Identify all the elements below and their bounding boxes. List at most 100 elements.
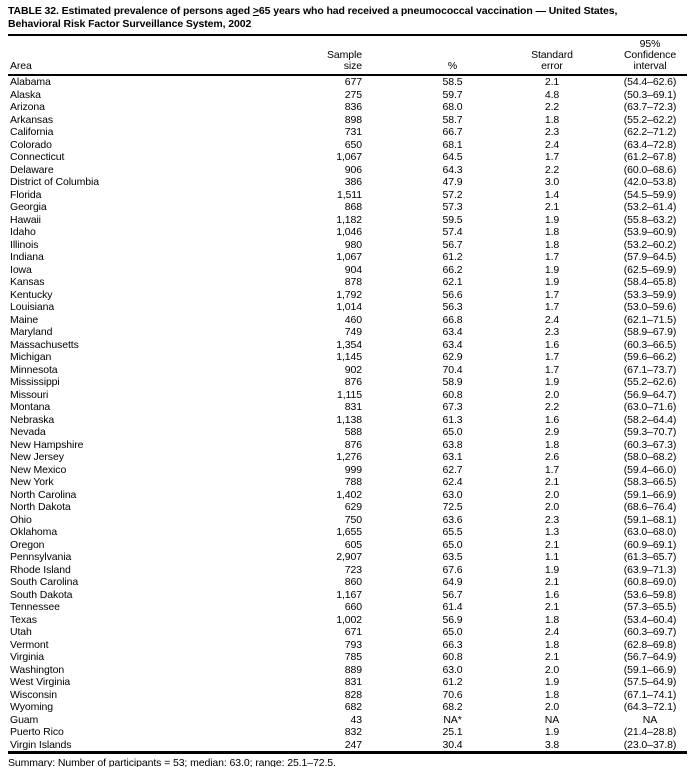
standard-error-cell: 1.4 xyxy=(544,188,560,201)
column-header-area: Area xyxy=(8,36,295,76)
percent-cell: 58.7 xyxy=(442,113,463,126)
sample-size-cell: 275 xyxy=(344,88,362,101)
area-cell: New Jersey xyxy=(10,451,64,463)
percent-cell: 63.5 xyxy=(442,551,463,563)
confidence-interval-cell: (56.7–64.9) xyxy=(623,651,677,663)
standard-error-cell: 2.3 xyxy=(544,326,560,338)
confidence-interval-cell: (23.0–37.8) xyxy=(623,738,677,751)
area-cell: Minnesota xyxy=(10,363,58,376)
percent-cell: 67.6 xyxy=(442,563,463,576)
confidence-interval-cell: (58.4–65.8) xyxy=(623,276,677,288)
standard-error-cell: 1.9 xyxy=(544,263,560,276)
area-cell: Washington xyxy=(10,663,65,676)
table-row: Hawaii 1,182 59.5 1.9 (55.8–63.2) xyxy=(8,214,687,227)
confidence-interval-cell: (53.4–60.4) xyxy=(623,613,677,626)
sample-size-cell: 904 xyxy=(344,263,362,276)
percent-cell: 65.0 xyxy=(442,426,463,438)
percent-cell: NA* xyxy=(443,713,462,726)
percent-cell: 67.3 xyxy=(442,401,463,413)
table-row: Alabama 677 58.5 2.1 (54.4–62.6) xyxy=(8,75,687,89)
table-row: Idaho 1,046 57.4 1.8 (53.9–60.9) xyxy=(8,226,687,239)
standard-error-cell: 2.1 xyxy=(544,651,560,663)
sample-size-cell: 831 xyxy=(344,676,362,688)
table-row: Virginia 785 60.8 2.1 (56.7–64.9) xyxy=(8,651,687,664)
standard-error-cell: 2.2 xyxy=(544,163,560,176)
area-cell: New Hampshire xyxy=(10,438,84,451)
percent-cell: 59.5 xyxy=(442,213,463,226)
confidence-interval-cell: (59.4–66.0) xyxy=(623,463,677,476)
table-title-line1: TABLE 32. Estimated prevalence of person… xyxy=(8,5,687,18)
area-cell: California xyxy=(10,126,54,138)
percent-cell: 57.2 xyxy=(442,188,463,201)
standard-error-cell: 1.7 xyxy=(544,301,560,313)
standard-error-cell: 1.3 xyxy=(544,526,560,538)
table-body: Alabama 677 58.5 2.1 (54.4–62.6) Alaska 275 59.… xyxy=(8,75,687,753)
area-cell: West Virginia xyxy=(10,676,71,688)
percent-cell: 64.3 xyxy=(442,163,463,176)
summary-note: Summary: Number of participants = 53; me… xyxy=(8,757,336,767)
percent-cell: 62.4 xyxy=(442,476,463,488)
table-row: California 731 66.7 2.3 (62.2–71.2) xyxy=(8,126,687,139)
table-row: North Carolina 1,402 63.0 2.0 (59.1–66.9) xyxy=(8,489,687,502)
table-row: Mississippi 876 58.9 1.9 (55.2–62.6) xyxy=(8,376,687,389)
area-cell: Oregon xyxy=(10,538,45,551)
percent-cell: 57.4 xyxy=(442,226,463,238)
table-header: Area Sample size % Standard error 95% Co… xyxy=(8,36,687,76)
percent-cell: 61.2 xyxy=(442,251,463,263)
area-cell: Colorado xyxy=(10,138,52,151)
column-header-sample-size: Sample size xyxy=(295,36,365,76)
percent-cell: 63.8 xyxy=(442,438,463,451)
percent-cell: 64.9 xyxy=(442,576,463,588)
area-cell: Iowa xyxy=(10,263,32,276)
percent-cell: 58.5 xyxy=(442,76,463,88)
standard-error-cell: 2.1 xyxy=(544,601,560,613)
standard-error-cell: 1.7 xyxy=(544,463,560,476)
percent-cell: 70.4 xyxy=(442,363,463,376)
table-row: Wyoming 682 68.2 2.0 (64.3–72.1) xyxy=(8,701,687,714)
percent-cell: 68.1 xyxy=(442,138,463,151)
table-row: Nebraska 1,138 61.3 1.6 (58.2–64.4) xyxy=(8,414,687,427)
table-row: Oregon 605 65.0 2.1 (60.9–69.1) xyxy=(8,539,687,552)
table-row: Missouri 1,115 60.8 2.0 (56.9–64.7) xyxy=(8,389,687,402)
confidence-interval-cell: (54.5–59.9) xyxy=(623,188,677,201)
area-cell: Georgia xyxy=(10,201,47,213)
percent-cell: 56.7 xyxy=(442,588,463,601)
confidence-interval-cell: (61.2–67.8) xyxy=(623,151,677,163)
percent-cell: 63.0 xyxy=(442,488,463,501)
confidence-interval-cell: (60.3–67.3) xyxy=(623,438,677,451)
table-row: New Jersey 1,276 63.1 2.6 (58.0–68.2) xyxy=(8,451,687,464)
area-cell: Alabama xyxy=(10,76,51,88)
standard-error-cell: NA xyxy=(544,713,560,726)
standard-error-cell: 1.8 xyxy=(544,238,560,251)
sample-size-cell: 247 xyxy=(344,738,362,751)
percent-cell: 58.9 xyxy=(442,376,463,388)
column-header-percent: % xyxy=(365,36,504,76)
standard-error-cell: 1.8 xyxy=(544,613,560,626)
confidence-interval-cell: (53.6–59.8) xyxy=(623,588,677,601)
confidence-interval-cell: (58.3–66.5) xyxy=(623,476,677,488)
area-cell: South Dakota xyxy=(10,588,73,601)
table-row: Nevada 588 65.0 2.9 (59.3–70.7) xyxy=(8,426,687,439)
confidence-interval-cell: (50.3–69.1) xyxy=(623,88,677,101)
sample-size-cell: 980 xyxy=(344,238,362,251)
percent-cell: 68.2 xyxy=(442,701,463,713)
area-cell: Virginia xyxy=(10,651,45,663)
standard-error-cell: 1.8 xyxy=(544,438,560,451)
sample-size-cell: 1,138 xyxy=(336,413,362,426)
sample-size-cell: 43 xyxy=(350,713,363,726)
table-row: West Virginia 831 61.2 1.9 (57.5–64.9) xyxy=(8,676,687,689)
standard-error-cell: 2.3 xyxy=(544,513,560,526)
sample-size-cell: 460 xyxy=(344,313,362,326)
sample-size-cell: 828 xyxy=(344,688,362,701)
table-row: Rhode Island 723 67.6 1.9 (63.9–71.3) xyxy=(8,564,687,577)
confidence-interval-cell: (59.1–68.1) xyxy=(623,513,677,526)
confidence-interval-cell: (62.2–71.2) xyxy=(623,126,677,138)
percent-cell: 56.6 xyxy=(442,288,463,301)
confidence-interval-cell: (53.3–59.9) xyxy=(623,288,677,301)
confidence-interval-cell: (60.3–66.5) xyxy=(623,338,677,351)
table-row: Maine 460 66.8 2.4 (62.1–71.5) xyxy=(8,314,687,327)
sample-size-cell: 902 xyxy=(344,363,362,376)
sample-size-cell: 1,182 xyxy=(336,213,362,226)
percent-cell: 63.6 xyxy=(442,513,463,526)
